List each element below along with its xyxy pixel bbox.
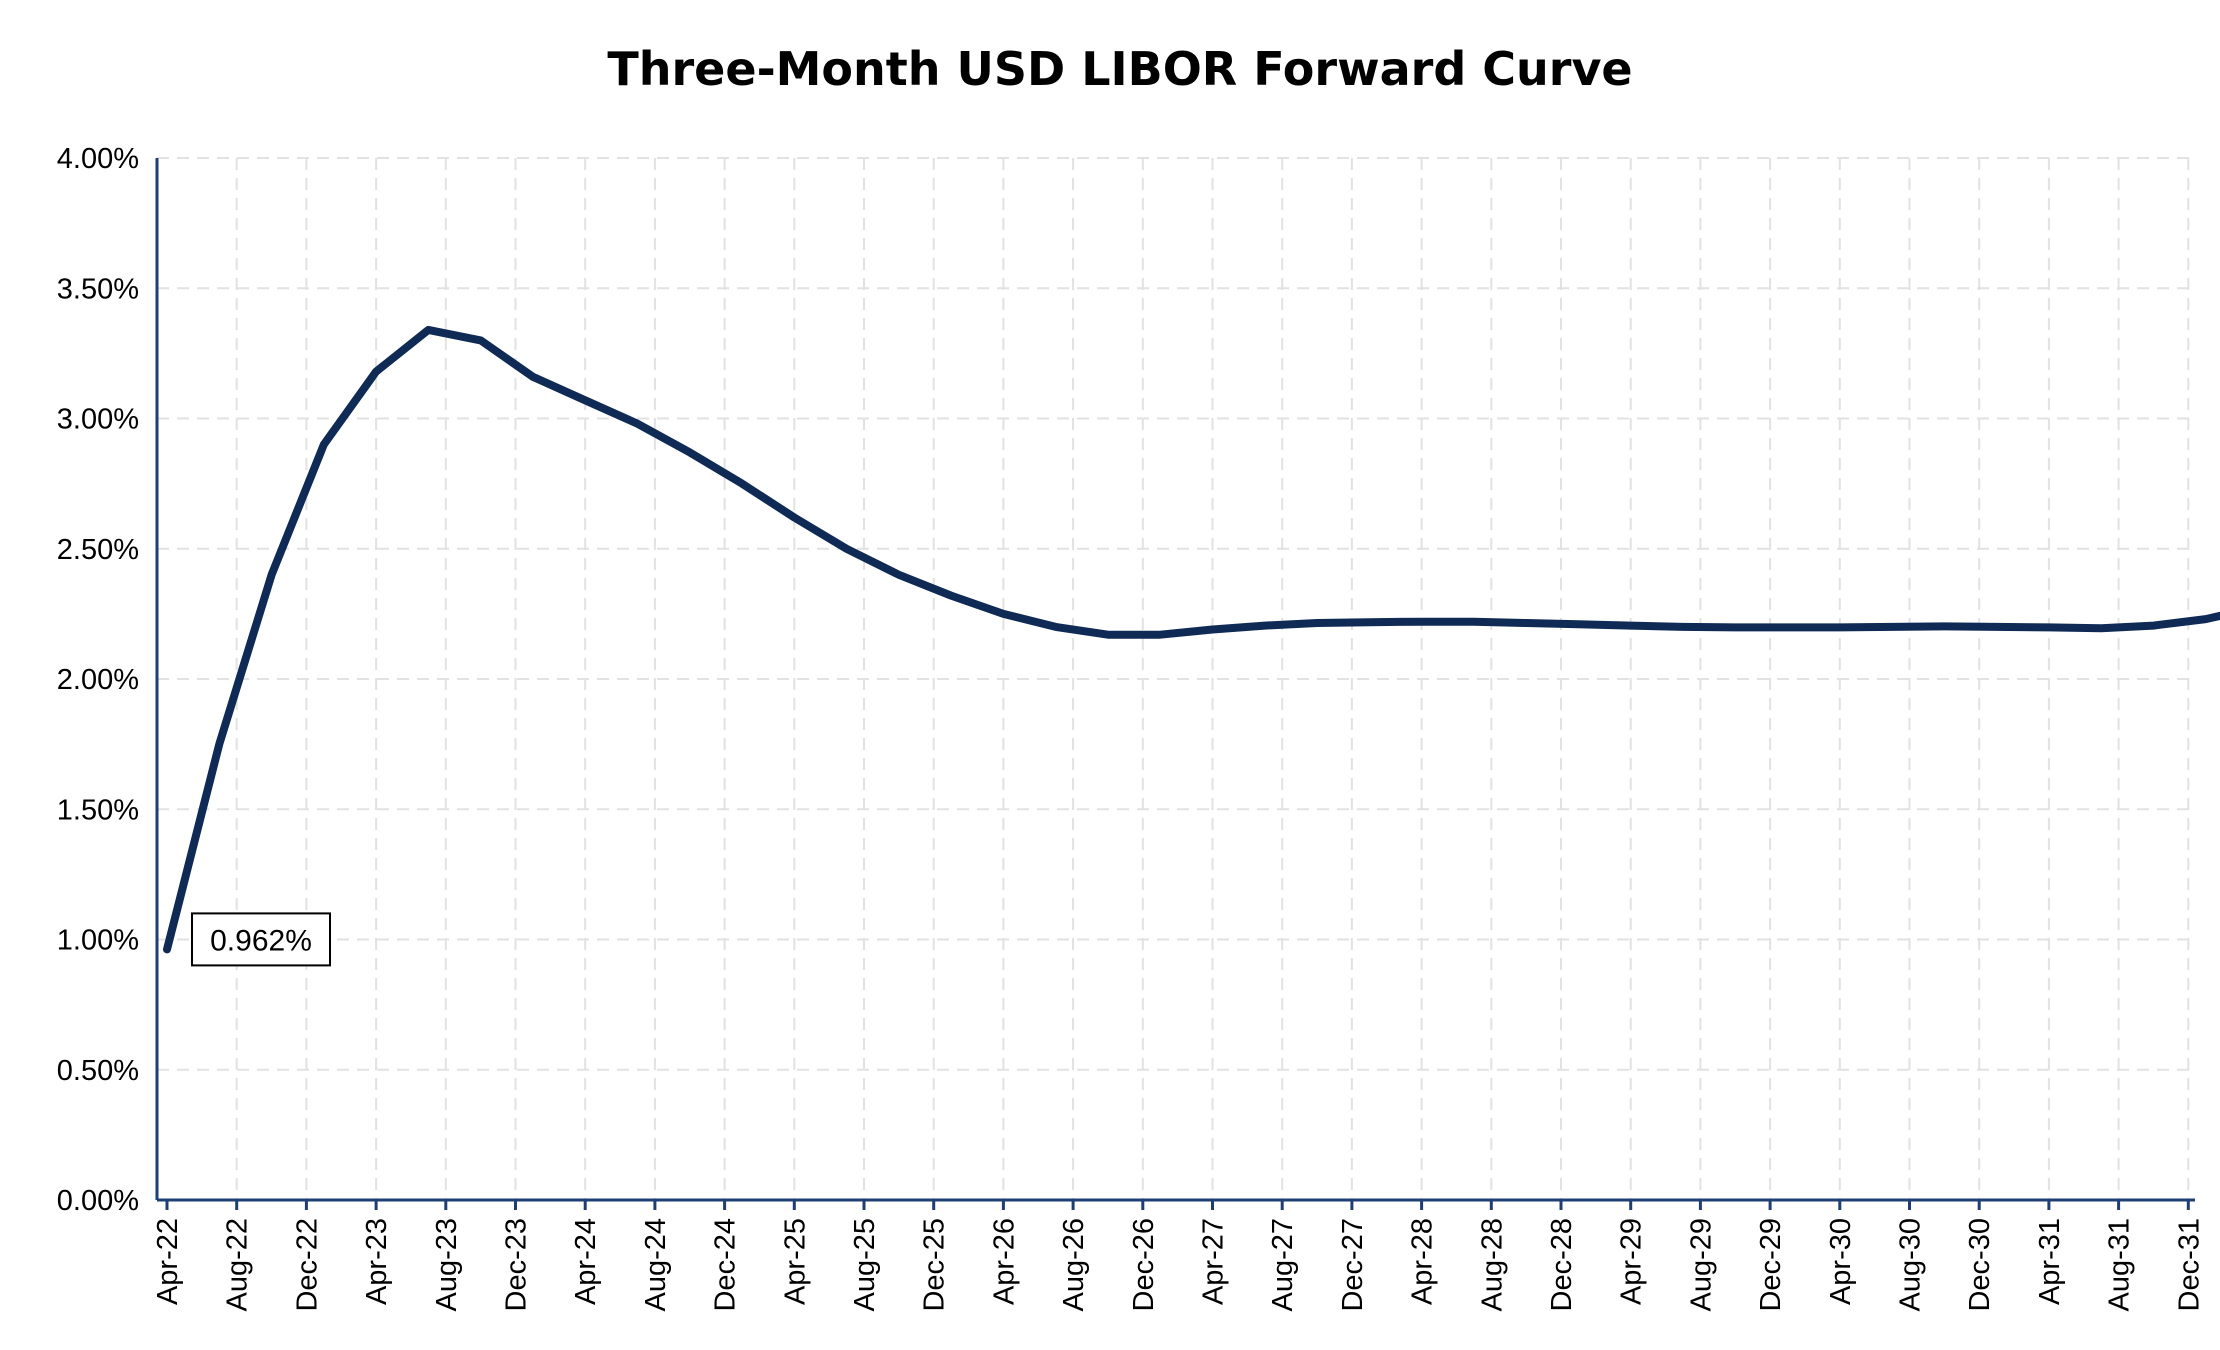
x-tick-label: Dec-25 [919, 1218, 951, 1312]
x-tick-label: Aug-23 [431, 1218, 463, 1312]
series-layer [163, 325, 2220, 954]
y-tick-label: 3.00% [57, 404, 139, 436]
x-tick-label: Aug-31 [2104, 1218, 2136, 1312]
grid [157, 157, 2195, 1200]
annotations: 0.962% [191, 912, 331, 967]
x-tick-label: Aug-26 [1058, 1218, 1090, 1312]
x-tick-label: Dec-24 [710, 1218, 742, 1312]
x-tick-label: Aug-22 [222, 1218, 254, 1312]
y-tick-label: 2.00% [57, 664, 139, 696]
chart-title: Three-Month USD LIBOR Forward Curve [607, 42, 1632, 96]
x-tick-label: Apr-29 [1616, 1218, 1648, 1305]
x-tick-label: Aug-25 [849, 1218, 881, 1312]
x-tick-label: Dec-27 [1337, 1218, 1369, 1312]
y-tick-label: 2.50% [57, 534, 139, 566]
x-tick-label: Apr-28 [1407, 1218, 1439, 1305]
x-tick-label: Apr-23 [361, 1218, 393, 1305]
y-tick-label: 1.00% [57, 925, 139, 957]
x-tick-label: Aug-24 [640, 1218, 672, 1312]
y-tick-label: 1.50% [57, 794, 139, 826]
x-tick-label: Apr-26 [988, 1218, 1020, 1305]
x-axis-ticks: Apr-22 Aug-22 Dec-22 Apr-23 Aug-23 Dec-23 Apr-… [152, 1218, 2205, 1312]
x-tick-label: Dec-31 [2173, 1218, 2205, 1312]
x-tick-label: Dec-26 [1128, 1218, 1160, 1312]
x-tick-label: Dec-23 [501, 1218, 533, 1312]
x-tick-label: Apr-25 [779, 1218, 811, 1305]
x-tick-label: Aug-30 [1895, 1218, 1927, 1312]
annotation-box [191, 912, 331, 967]
y-tick-label: 0.00% [57, 1185, 139, 1217]
x-tick-label: Apr-22 [152, 1218, 184, 1305]
series-line [163, 325, 2220, 954]
x-tick-label: Aug-27 [1267, 1218, 1299, 1312]
axes [155, 158, 2195, 1210]
y-axis-ticks: 0.00% 0.50% 1.00% 1.50% 2.00% 2.50% 3.00% 3.50%… [57, 143, 139, 1217]
x-tick-label: Dec-28 [1546, 1218, 1578, 1312]
y-tick-label: 3.50% [57, 273, 139, 305]
x-tick-label: Dec-30 [1964, 1218, 1996, 1312]
x-tick-label: Aug-28 [1476, 1218, 1508, 1312]
x-tick-label: Apr-27 [1198, 1218, 1230, 1305]
y-tick-label: 4.00% [57, 143, 139, 175]
x-tick-label: Aug-29 [1685, 1218, 1717, 1312]
y-tick-label: 0.50% [57, 1055, 139, 1087]
x-tick-label: Apr-24 [570, 1218, 602, 1305]
x-tick-label: Dec-22 [291, 1218, 323, 1312]
annotation-label: 0.962% [210, 924, 312, 957]
x-tick-label: Apr-30 [1825, 1218, 1857, 1305]
x-tick-label: Dec-29 [1755, 1218, 1787, 1312]
x-tick-label: Apr-31 [2034, 1218, 2066, 1305]
